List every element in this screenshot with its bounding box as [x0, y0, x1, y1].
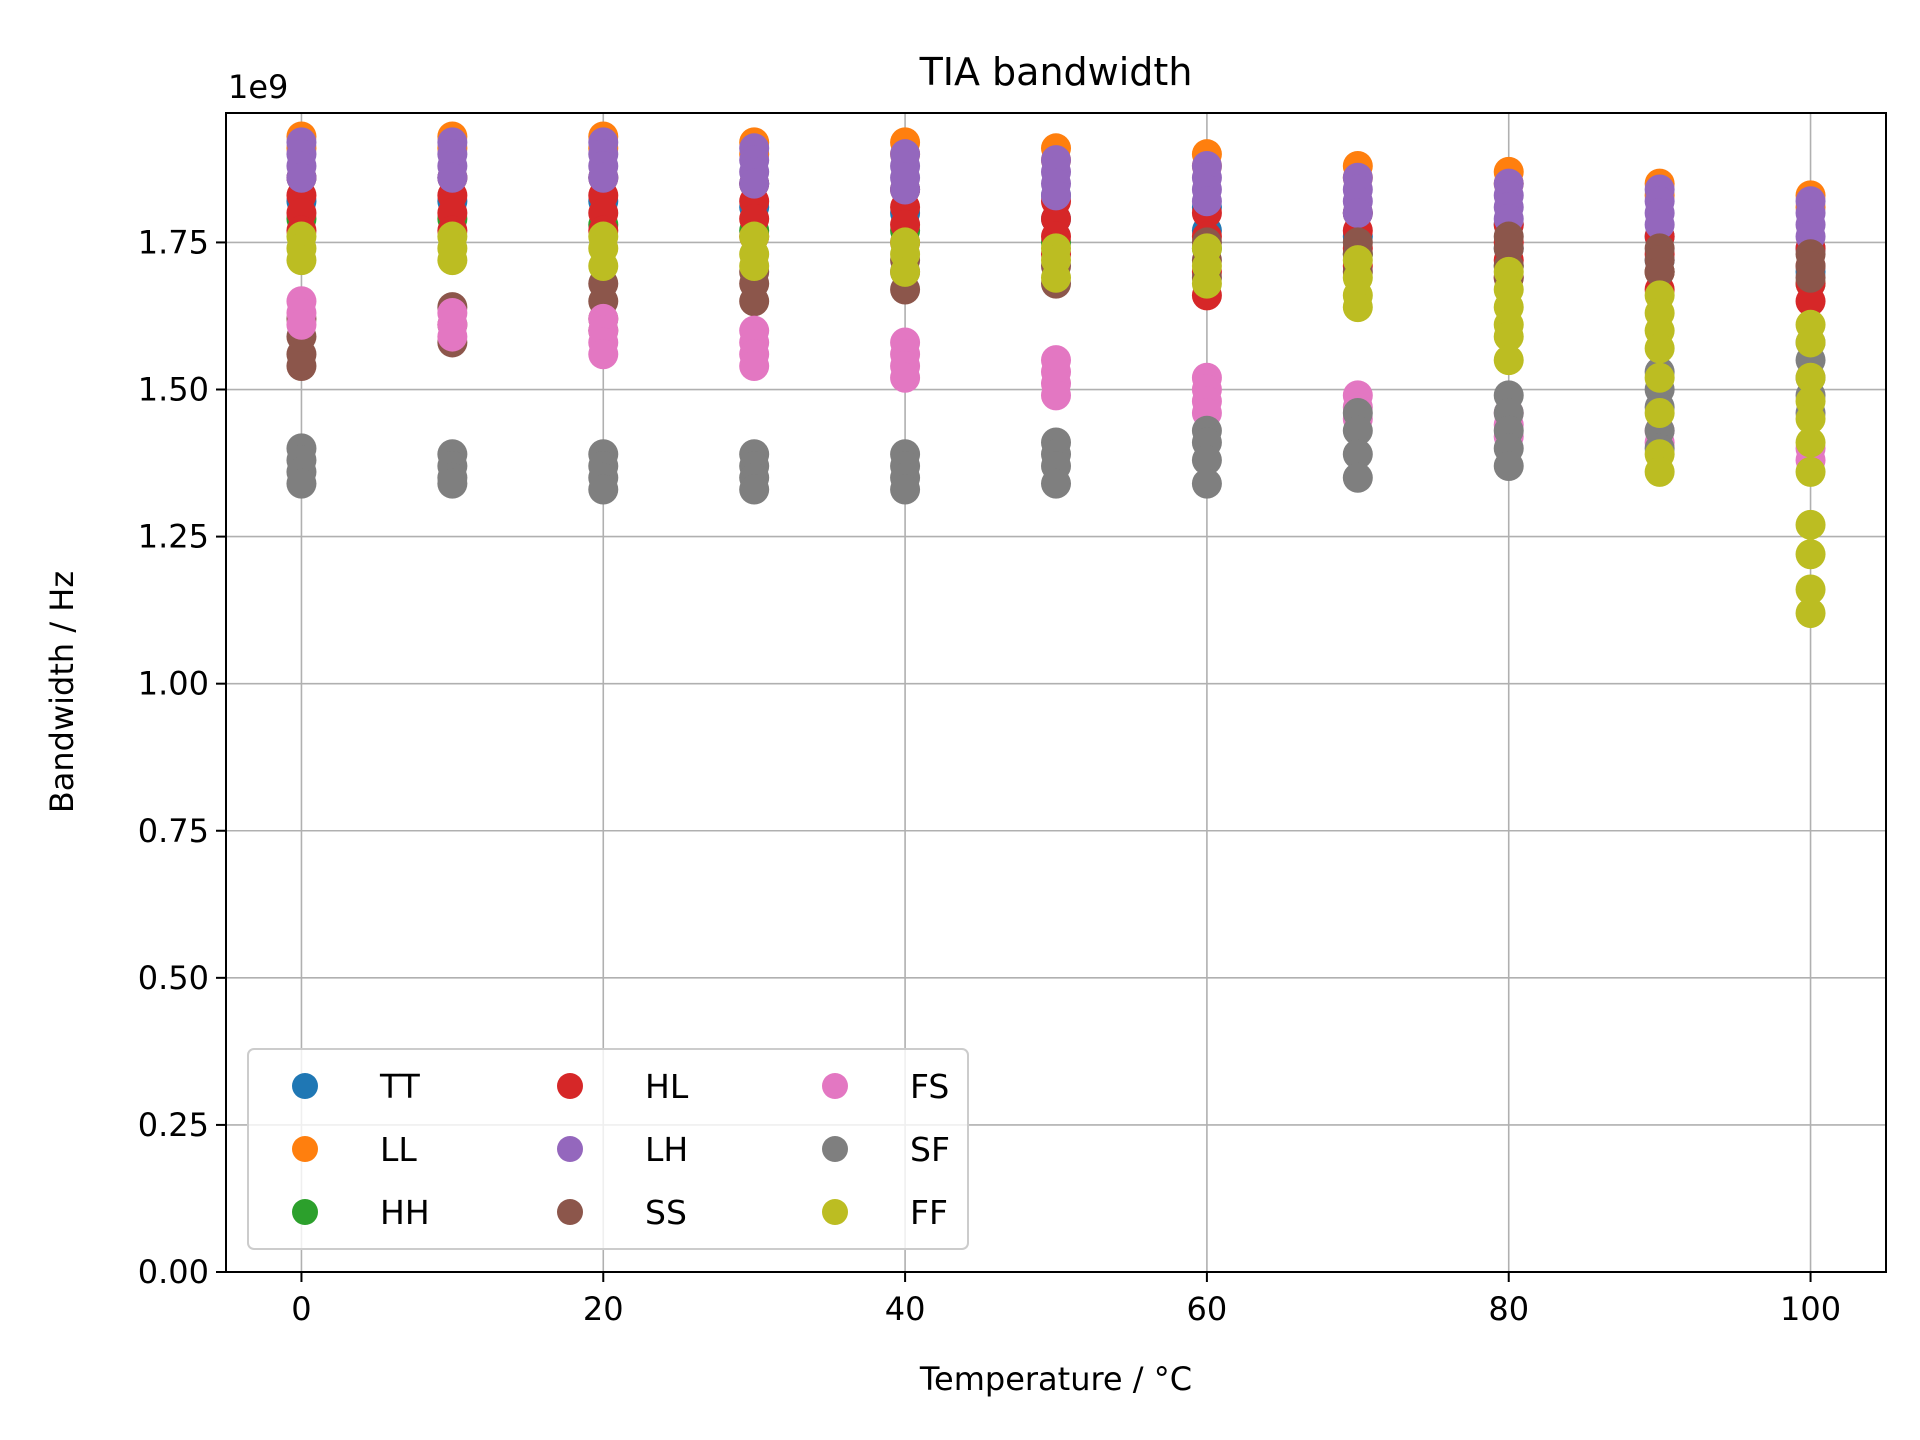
data-point — [286, 245, 317, 276]
data-point — [739, 250, 770, 281]
data-point — [437, 162, 468, 193]
legend-label: TT — [379, 1067, 421, 1106]
data-point — [890, 362, 921, 393]
data-point — [286, 162, 317, 193]
y-tick-label: 1.00 — [138, 665, 209, 703]
data-point — [1644, 333, 1675, 364]
data-point — [739, 168, 770, 199]
legend-label: FS — [910, 1067, 949, 1106]
legend-label: LH — [645, 1130, 688, 1169]
data-point — [1191, 468, 1222, 499]
legend-marker — [822, 1073, 848, 1099]
data-point — [1041, 262, 1071, 293]
data-point — [1191, 186, 1222, 217]
x-tick-label: 100 — [1780, 1290, 1841, 1328]
data-point — [1342, 439, 1373, 470]
axis-ticks: 0 20 40 60 80 100 0.00 0.25 0.50 0.75 1.00 1.25 1.50… — [138, 223, 1841, 1328]
legend-marker — [557, 1073, 583, 1099]
x-tick-label: 60 — [1187, 1290, 1228, 1328]
legend-marker — [292, 1073, 318, 1099]
legend-marker — [292, 1199, 318, 1225]
data-point — [1795, 286, 1826, 317]
y-tick-label: 0.00 — [138, 1253, 209, 1291]
data-point — [1795, 327, 1826, 358]
y-axis-label: Bandwidth / Hz — [43, 571, 81, 813]
data-point — [286, 309, 317, 340]
legend-box — [247, 1048, 969, 1250]
y-tick-label: 1.75 — [138, 223, 209, 261]
chart-title: TIA bandwidth — [919, 50, 1193, 94]
data-point — [1644, 256, 1675, 287]
data-point — [1644, 456, 1675, 487]
data-point — [1795, 598, 1826, 629]
x-tick-label: 0 — [291, 1290, 311, 1328]
y-tick-label: 1.25 — [138, 518, 209, 556]
data-point — [1795, 539, 1826, 570]
x-tick-label: 20 — [583, 1290, 624, 1328]
legend-label: SF — [910, 1130, 950, 1169]
legend-label: FF — [910, 1193, 948, 1232]
y-tick-label: 1.50 — [138, 371, 209, 409]
data-points — [286, 121, 1826, 629]
data-point — [588, 250, 619, 281]
legend-marker — [292, 1136, 318, 1162]
legend-label: SS — [645, 1193, 687, 1232]
data-point — [1041, 180, 1071, 211]
y-offset-label: 1e9 — [228, 68, 288, 106]
legend-marker — [822, 1136, 848, 1162]
data-point — [1644, 362, 1675, 393]
data-point — [1795, 509, 1826, 540]
data-point — [739, 350, 770, 381]
data-point — [588, 339, 619, 370]
data-point — [1493, 321, 1524, 352]
data-point — [1041, 380, 1071, 411]
legend: TT LL HH HL LH SS FS SF FF — [247, 1048, 969, 1250]
y-tick-label: 0.25 — [138, 1106, 209, 1144]
data-point — [1342, 462, 1373, 493]
data-point — [286, 468, 317, 499]
legend-label: HH — [380, 1193, 430, 1232]
data-point — [1795, 427, 1826, 458]
series-lh — [286, 127, 1826, 252]
data-point — [437, 321, 468, 352]
legend-marker — [557, 1136, 583, 1162]
y-tick-label: 0.50 — [138, 959, 209, 997]
data-point — [1795, 574, 1826, 605]
legend-marker — [557, 1199, 583, 1225]
data-point — [588, 474, 619, 505]
data-point — [1795, 262, 1826, 293]
data-point — [1191, 445, 1222, 476]
data-point — [890, 174, 921, 205]
data-point — [1644, 209, 1675, 240]
data-point — [1795, 362, 1826, 393]
series-ff — [286, 221, 1826, 629]
data-point — [739, 474, 770, 505]
data-point — [890, 256, 921, 287]
x-axis-label: Temperature / °C — [919, 1360, 1192, 1398]
data-point — [1795, 456, 1826, 487]
x-tick-label: 40 — [885, 1290, 926, 1328]
data-point — [437, 468, 468, 499]
data-point — [1342, 415, 1373, 446]
data-point — [739, 286, 770, 317]
data-point — [1795, 403, 1826, 434]
data-point — [1493, 450, 1524, 481]
plot-frame — [225, 112, 1887, 1273]
legend-label: LL — [380, 1130, 417, 1169]
data-point — [588, 162, 619, 193]
x-tick-label: 80 — [1488, 1290, 1529, 1328]
legend-marker — [822, 1199, 848, 1225]
data-point — [1342, 198, 1373, 229]
data-point — [1191, 268, 1222, 299]
data-point — [1644, 398, 1675, 429]
data-point — [890, 474, 921, 505]
data-point — [1342, 292, 1373, 323]
legend-label: HL — [645, 1067, 689, 1106]
data-point — [1041, 468, 1071, 499]
data-point — [286, 350, 317, 381]
data-point — [1493, 345, 1524, 376]
y-tick-label: 0.75 — [138, 812, 209, 850]
data-point — [437, 245, 468, 276]
